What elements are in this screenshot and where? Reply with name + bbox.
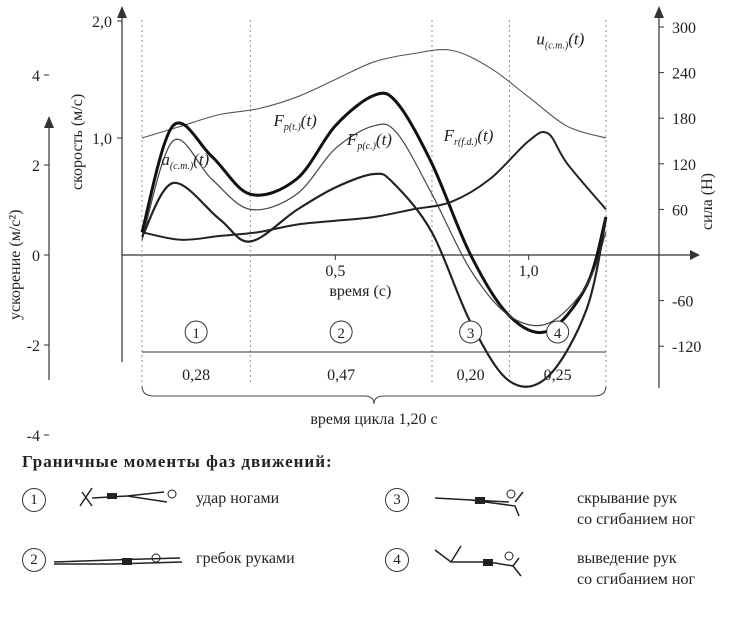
- series-layer: [140, 48, 608, 388]
- force-axis-arrow: [654, 6, 664, 18]
- acceleration-tick-label: -4: [27, 428, 40, 445]
- acceleration-axis-arrow: [44, 116, 54, 128]
- axes-layer: [44, 6, 700, 436]
- cycle-brace: [141, 385, 607, 405]
- legend-text-1: удар ногами: [196, 490, 280, 507]
- force-tick-label: 60: [672, 202, 688, 219]
- phase-number-circle: [329, 320, 353, 344]
- phase-duration: 0,47: [327, 367, 355, 384]
- phase-duration: 0,25: [544, 367, 572, 384]
- series-line-1: [141, 48, 607, 139]
- series-line-4: [141, 130, 607, 241]
- legend-number-2: 2: [22, 548, 46, 572]
- legend-title: Граничные моменты фаз движений:: [22, 452, 333, 471]
- phase-number: 1: [192, 326, 200, 342]
- series-line-3: [141, 123, 607, 327]
- force-tick-label: -60: [672, 294, 693, 311]
- legend-text-2: гребок руками: [196, 550, 295, 567]
- speed-tick-label: 1,0: [92, 131, 112, 148]
- legend-text-4: выведение рук со сгибанием ног: [577, 550, 696, 588]
- force-tick-label: -120: [672, 339, 701, 356]
- legend-number-1: 1: [22, 488, 46, 512]
- swimmer-stroke-icon: [53, 553, 183, 565]
- label-layer: 1,0 2,0 4 2 0 -2 -4 300 240 180 120 60 -60 -120 0,5 1,0…: [7, 14, 716, 445]
- phase-number-circle: [184, 320, 208, 344]
- series-line-2: [140, 91, 608, 335]
- force-tick-label: 180: [672, 111, 696, 128]
- x-axis-arrow: [690, 250, 700, 260]
- series-label-3: Fp(c.)(t): [346, 130, 392, 152]
- acceleration-axis-label: ускорение (м/с²): [7, 209, 24, 320]
- phase-duration: 0,28: [182, 367, 210, 384]
- legend-number-4: 4: [385, 548, 409, 572]
- phase-number-circle: [546, 320, 570, 344]
- chart-svg: 1,0 2,0 4 2 0 -2 -4 300 240 180 120 60 -60 -120 0,5 1,0…: [7, 6, 716, 445]
- phase-duration: 0,20: [457, 367, 485, 384]
- swimmer-arms-out-icon: [434, 545, 522, 577]
- swimmer-recovery-icon: [434, 489, 524, 517]
- phase-number: 2: [337, 326, 345, 342]
- acceleration-tick-label: -2: [27, 338, 40, 355]
- series-label-1: u(c.m.)(t): [536, 29, 584, 51]
- force-tick-label: 300: [672, 20, 696, 37]
- phase-number: 3: [467, 326, 475, 342]
- series-label-2: Fp(t.)(t): [272, 111, 317, 133]
- legend-text-3: скрывание рук со сгибанием ног: [577, 490, 696, 528]
- phase-number: 4: [554, 326, 562, 342]
- force-axis-label: сила (Н): [699, 173, 716, 230]
- phase-number-circle: [459, 320, 483, 344]
- series-line-5: [141, 172, 608, 388]
- x-tick-label: 0,5: [325, 263, 345, 280]
- x-axis-label: время (с): [329, 283, 391, 300]
- acceleration-tick-label: 4: [32, 68, 40, 85]
- swimmer-kick-icon: [79, 487, 177, 507]
- legend-number-3: 3: [385, 488, 409, 512]
- series-label-4: Fr(f.d.)(t): [443, 126, 494, 148]
- acceleration-tick-label: 0: [32, 248, 40, 265]
- series-label-5: a(c.m.)(t): [161, 150, 209, 172]
- force-tick-label: 240: [672, 66, 696, 83]
- speed-axis-arrow: [117, 6, 127, 18]
- x-tick-label: 1,0: [519, 263, 539, 280]
- acceleration-tick-label: 2: [32, 158, 40, 175]
- speed-axis-label: скорость (м/с): [69, 94, 86, 190]
- cycle-label: время цикла 1,20 с: [310, 411, 437, 428]
- speed-tick-label: 2,0: [92, 14, 112, 31]
- force-tick-label: 120: [672, 157, 696, 174]
